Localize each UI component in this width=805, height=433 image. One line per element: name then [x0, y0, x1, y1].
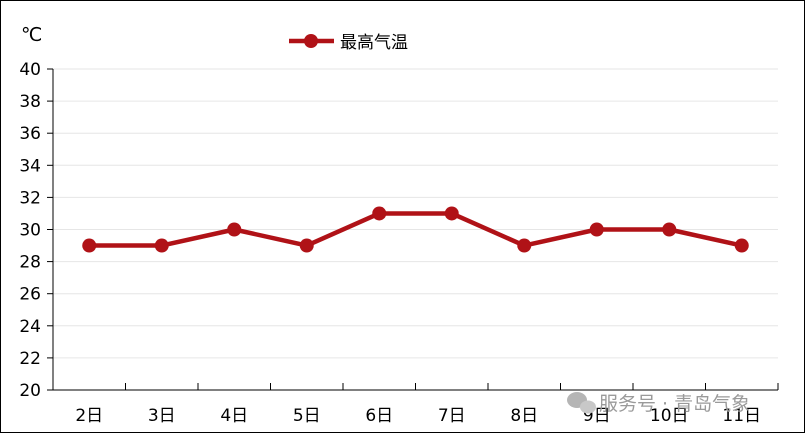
- series-line: [89, 211, 743, 248]
- x-axis-ticks: 2日 3日 4日 5日 6日 7日 8日 9日 10日 11日: [75, 406, 761, 426]
- y-tick-label: 28: [19, 253, 41, 273]
- x-tick-label: 6日: [365, 406, 393, 426]
- data-point: [444, 206, 459, 221]
- x-tick-label: 5日: [293, 406, 321, 426]
- x-tick-label: 11日: [722, 406, 761, 426]
- legend-label: 最高气温: [340, 33, 408, 53]
- axes: [47, 68, 779, 391]
- data-point: [734, 238, 749, 253]
- x-tick-label: 3日: [148, 406, 176, 426]
- wechat-bubble-small: [580, 400, 596, 414]
- watermark: 服务号 · 青岛气象: [567, 392, 750, 415]
- legend: 最高气温: [289, 33, 408, 53]
- y-tick-label: 24: [19, 317, 41, 337]
- y-tick-label: 20: [19, 381, 41, 401]
- x-tick-label: 4日: [220, 406, 248, 426]
- gridlines: [53, 68, 778, 359]
- y-tick-label: 40: [19, 60, 41, 80]
- y-tick-label: 22: [19, 349, 41, 369]
- wechat-icon: [567, 392, 596, 414]
- y-tick-label: 26: [19, 285, 41, 305]
- data-point: [517, 238, 532, 253]
- data-point: [299, 238, 314, 253]
- data-point: [589, 222, 604, 237]
- legend-point-marker: [304, 34, 318, 48]
- x-tick-label: 7日: [438, 406, 466, 426]
- x-tick-label: 10日: [650, 406, 689, 426]
- data-point: [227, 222, 242, 237]
- y-axis-ticks: 20 22 24 26 28 30 32 34 36 38 40: [19, 60, 41, 401]
- watermark-text: 服务号 · 青岛气象: [599, 393, 750, 415]
- x-tick-label: 8日: [510, 406, 538, 426]
- y-tick-label: 34: [19, 156, 41, 176]
- series-layer: [82, 206, 749, 253]
- y-tick-label: 32: [19, 188, 41, 208]
- y-tick-label: 38: [19, 92, 41, 112]
- data-point: [372, 206, 387, 221]
- data-point: [82, 238, 97, 253]
- y-tick-label: 30: [19, 221, 41, 241]
- data-point: [662, 222, 677, 237]
- x-tick-label: 2日: [75, 406, 103, 426]
- y-tick-label: 36: [19, 124, 41, 144]
- data-point: [154, 238, 169, 253]
- y-axis-unit-label: ℃: [21, 24, 42, 46]
